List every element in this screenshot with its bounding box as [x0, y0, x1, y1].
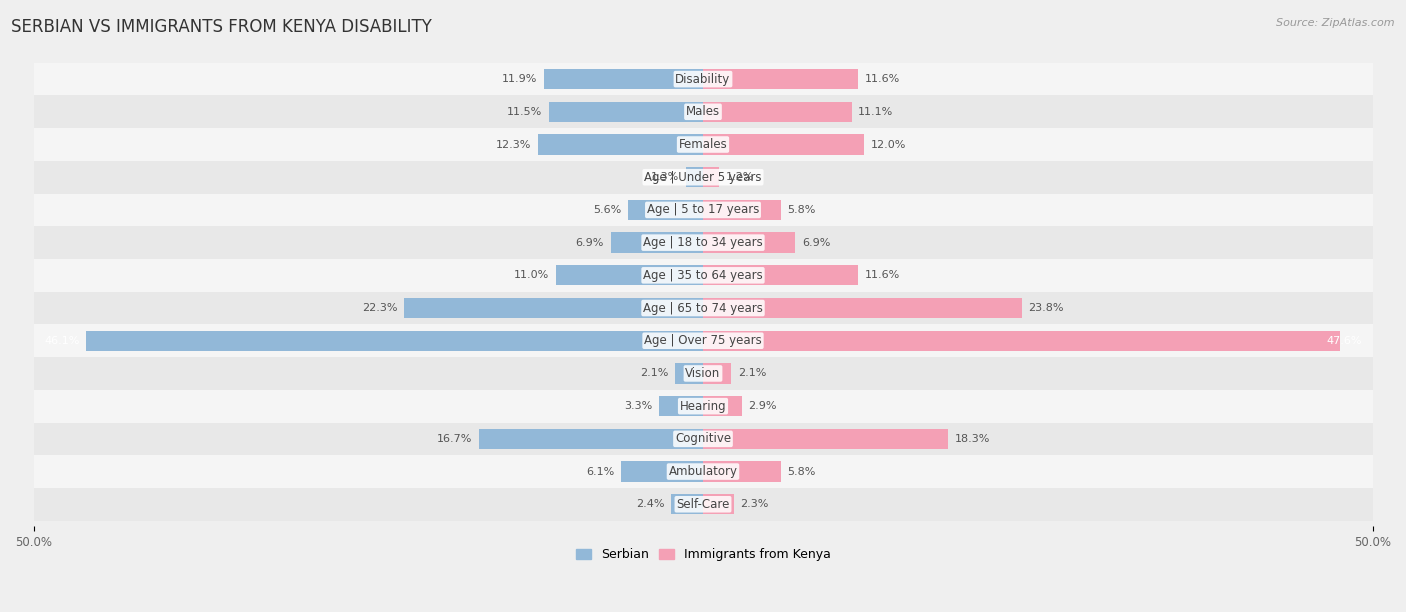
Text: Age | 35 to 64 years: Age | 35 to 64 years	[643, 269, 763, 282]
Text: Disability: Disability	[675, 73, 731, 86]
Bar	[34, 161, 1372, 193]
Bar	[34, 128, 1372, 161]
Text: 22.3%: 22.3%	[363, 303, 398, 313]
Bar	[686, 167, 703, 187]
Text: 2.1%: 2.1%	[738, 368, 766, 378]
Bar	[34, 226, 1372, 259]
Text: Cognitive: Cognitive	[675, 432, 731, 446]
Text: Age | Under 5 years: Age | Under 5 years	[644, 171, 762, 184]
Text: 16.7%: 16.7%	[437, 434, 472, 444]
Bar	[479, 429, 703, 449]
Bar	[703, 396, 742, 416]
Text: 1.3%: 1.3%	[651, 172, 679, 182]
Text: 12.0%: 12.0%	[870, 140, 905, 149]
Text: 5.6%: 5.6%	[593, 205, 621, 215]
Bar	[34, 95, 1372, 128]
Bar	[703, 233, 796, 253]
Bar	[544, 69, 703, 89]
Text: Age | 65 to 74 years: Age | 65 to 74 years	[643, 302, 763, 315]
Bar	[548, 102, 703, 122]
Bar	[703, 135, 863, 155]
Text: 5.8%: 5.8%	[787, 466, 815, 477]
Text: Hearing: Hearing	[679, 400, 727, 412]
Bar	[703, 265, 858, 285]
Bar	[86, 330, 703, 351]
Bar	[405, 298, 703, 318]
Bar	[703, 494, 734, 515]
Text: 2.1%: 2.1%	[640, 368, 668, 378]
Text: Age | Over 75 years: Age | Over 75 years	[644, 334, 762, 347]
Bar	[628, 200, 703, 220]
Bar	[703, 330, 1340, 351]
Text: 11.6%: 11.6%	[865, 74, 900, 84]
Text: Age | 18 to 34 years: Age | 18 to 34 years	[643, 236, 763, 249]
Text: 12.3%: 12.3%	[496, 140, 531, 149]
Text: 6.9%: 6.9%	[801, 237, 831, 248]
Bar	[34, 259, 1372, 292]
Bar	[538, 135, 703, 155]
Bar	[671, 494, 703, 515]
Bar	[703, 429, 948, 449]
Text: Vision: Vision	[685, 367, 721, 380]
Bar	[703, 69, 858, 89]
Bar	[34, 193, 1372, 226]
Bar	[675, 364, 703, 384]
Bar	[621, 461, 703, 482]
Bar	[34, 488, 1372, 521]
Text: Ambulatory: Ambulatory	[668, 465, 738, 478]
Text: 2.4%: 2.4%	[636, 499, 664, 509]
Text: 6.1%: 6.1%	[586, 466, 614, 477]
Text: SERBIAN VS IMMIGRANTS FROM KENYA DISABILITY: SERBIAN VS IMMIGRANTS FROM KENYA DISABIL…	[11, 18, 432, 36]
Bar	[34, 390, 1372, 422]
Bar	[34, 292, 1372, 324]
Bar	[703, 461, 780, 482]
Bar	[34, 422, 1372, 455]
Text: 1.2%: 1.2%	[725, 172, 754, 182]
Bar	[34, 357, 1372, 390]
Text: 47.6%: 47.6%	[1326, 336, 1362, 346]
Bar	[34, 455, 1372, 488]
Bar	[610, 233, 703, 253]
Text: 5.8%: 5.8%	[787, 205, 815, 215]
Bar	[659, 396, 703, 416]
Bar	[34, 324, 1372, 357]
Text: Males: Males	[686, 105, 720, 118]
Text: 11.0%: 11.0%	[513, 271, 548, 280]
Bar	[703, 298, 1022, 318]
Bar	[703, 200, 780, 220]
Text: 6.9%: 6.9%	[575, 237, 605, 248]
Text: 2.3%: 2.3%	[741, 499, 769, 509]
Text: Self-Care: Self-Care	[676, 498, 730, 511]
Bar	[555, 265, 703, 285]
Text: Source: ZipAtlas.com: Source: ZipAtlas.com	[1277, 18, 1395, 28]
Text: 11.1%: 11.1%	[858, 107, 894, 117]
Text: 11.6%: 11.6%	[865, 271, 900, 280]
Text: Females: Females	[679, 138, 727, 151]
Bar	[703, 167, 718, 187]
Text: 23.8%: 23.8%	[1028, 303, 1064, 313]
Text: 46.1%: 46.1%	[44, 336, 80, 346]
Bar	[703, 364, 731, 384]
Text: 2.9%: 2.9%	[748, 401, 778, 411]
Bar	[703, 102, 852, 122]
Bar	[34, 63, 1372, 95]
Text: 11.9%: 11.9%	[502, 74, 537, 84]
Legend: Serbian, Immigrants from Kenya: Serbian, Immigrants from Kenya	[571, 543, 835, 566]
Text: 3.3%: 3.3%	[624, 401, 652, 411]
Text: 18.3%: 18.3%	[955, 434, 990, 444]
Text: 11.5%: 11.5%	[508, 107, 543, 117]
Text: Age | 5 to 17 years: Age | 5 to 17 years	[647, 203, 759, 217]
